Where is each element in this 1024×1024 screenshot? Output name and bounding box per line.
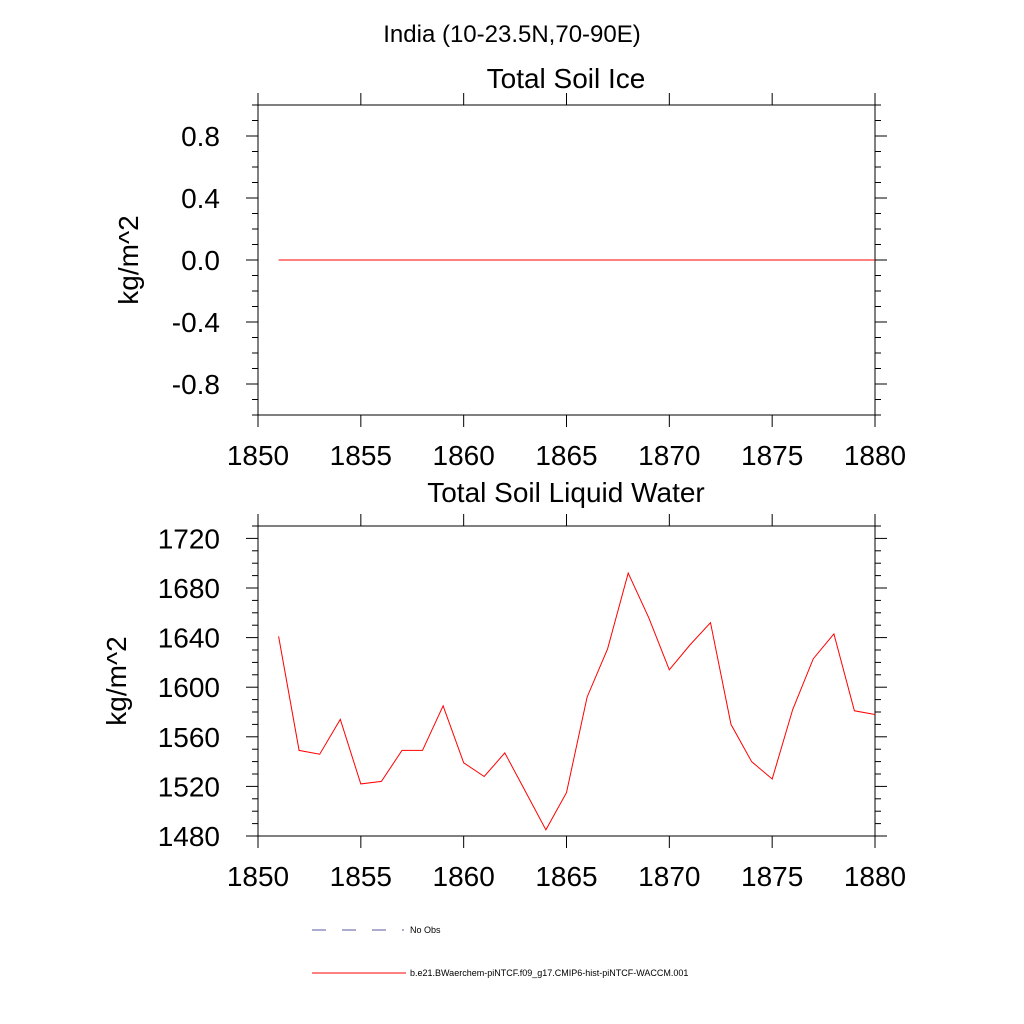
y-tick-label: 1640: [158, 623, 220, 654]
x-tick-label: 1860: [433, 440, 495, 471]
x-tick-label: 1855: [330, 861, 392, 892]
series-group: [278, 571, 876, 831]
y-tick-label: 0.8: [181, 121, 220, 152]
plot-frame: [257, 525, 876, 837]
y-tick-label: -0.4: [172, 307, 220, 338]
y-tick-label: -0.8: [172, 369, 220, 400]
figure-title: India (10-23.5N,70-90E): [383, 21, 640, 48]
x-tick-label: 1855: [330, 440, 392, 471]
x-tick-label: 1880: [844, 861, 906, 892]
y-tick-label: 1600: [158, 672, 220, 703]
y-axis-label: kg/m^2: [101, 636, 132, 725]
x-tick-labels: 1850 1855 1860 1865 1870 1875 1880: [227, 861, 906, 892]
x-tick-label: 1850: [227, 861, 289, 892]
y-tick-label: 0.0: [181, 245, 220, 276]
x-tick-label: 1870: [638, 861, 700, 892]
y-tick-label: 1520: [158, 771, 220, 802]
x-tick-label: 1865: [535, 440, 597, 471]
x-tick-label: 1880: [844, 440, 906, 471]
x-tick-label: 1860: [433, 861, 495, 892]
legend: No Obs b.e21.BWaerchem-piNTCF.f09_g17.CM…: [312, 925, 688, 978]
x-tick-label: 1870: [638, 440, 700, 471]
x-tick-label: 1875: [741, 861, 803, 892]
y-tick-label: 1480: [158, 821, 220, 852]
y-tick-labels: 1480 1520 1560 1600 1640 1680 1720: [158, 523, 220, 852]
x-tick-label: 1865: [535, 861, 597, 892]
y-axis-label: kg/m^2: [113, 215, 144, 304]
y-tick-label: 1560: [158, 722, 220, 753]
x-tick-labels: 1850 1855 1860 1865 1870 1875 1880: [227, 440, 906, 471]
legend-label: b.e21.BWaerchem-piNTCF.f09_g17.CMIP6-his…: [410, 968, 688, 978]
legend-item-model: b.e21.BWaerchem-piNTCF.f09_g17.CMIP6-his…: [312, 968, 688, 978]
x-tick-label: 1875: [741, 440, 803, 471]
panel-total-soil-liquid-water: Total Soil Liquid Water kg/m^2 148015201…: [101, 477, 906, 892]
legend-item-no-obs: No Obs: [312, 925, 441, 935]
axis-ticks: [246, 514, 887, 848]
legend-label: No Obs: [410, 925, 441, 935]
series-line: [278, 571, 876, 831]
y-tick-label: 0.4: [181, 183, 220, 214]
panel-total-soil-ice: Total Soil Ice kg/m^2 -0.8-0.40.00.40.8 …: [113, 63, 906, 471]
x-tick-label: 1850: [227, 440, 289, 471]
panel-title: Total Soil Ice: [487, 63, 646, 94]
panel-title: Total Soil Liquid Water: [427, 477, 705, 508]
y-tick-label: 1680: [158, 573, 220, 604]
y-tick-label: 1720: [158, 523, 220, 554]
axis-ticks: [246, 93, 887, 427]
y-tick-labels: -0.8 -0.4 0.0 0.4 0.8: [172, 121, 220, 400]
